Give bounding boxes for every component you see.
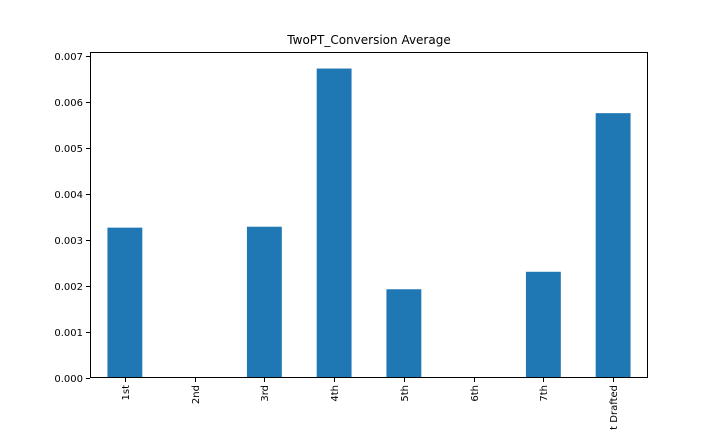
x-tick-label: 5th	[400, 385, 411, 402]
x-tick-label: 4th	[330, 385, 341, 402]
y-tick-label: 0.007	[54, 52, 83, 63]
bar	[595, 113, 631, 378]
y-tick-label: 0.006	[54, 98, 83, 109]
chart-title: TwoPT_Conversion Average	[287, 33, 451, 47]
x-tick-label: 3rd	[260, 385, 271, 402]
bar	[316, 68, 352, 379]
x-tick-label: 2nd	[191, 385, 202, 404]
y-axis: 0.000 0.001 0.002 0.003 0.004 0.005 0.006 0.007	[54, 52, 90, 385]
y-tick-label: 0.002	[54, 282, 83, 293]
x-axis: 1st 2nd 3rd 4th 5th 6th 7th t Drafted	[121, 378, 620, 430]
x-tick-label: 6th	[470, 385, 481, 402]
bar	[525, 271, 561, 378]
y-tick-label: 0.005	[54, 144, 83, 155]
x-tick-label: t Drafted	[609, 385, 620, 430]
plot-frame	[90, 52, 648, 378]
y-tick-label: 0.004	[54, 190, 83, 201]
y-tick-label: 0.003	[54, 236, 83, 247]
bars-layer	[107, 68, 631, 379]
bar	[107, 227, 143, 378]
y-tick-label: 0.000	[54, 374, 83, 385]
y-tick-label: 0.001	[54, 328, 83, 339]
bar	[386, 289, 422, 378]
bar	[246, 226, 282, 378]
x-tick-label: 1st	[121, 385, 132, 401]
x-tick-label: 7th	[539, 385, 550, 402]
